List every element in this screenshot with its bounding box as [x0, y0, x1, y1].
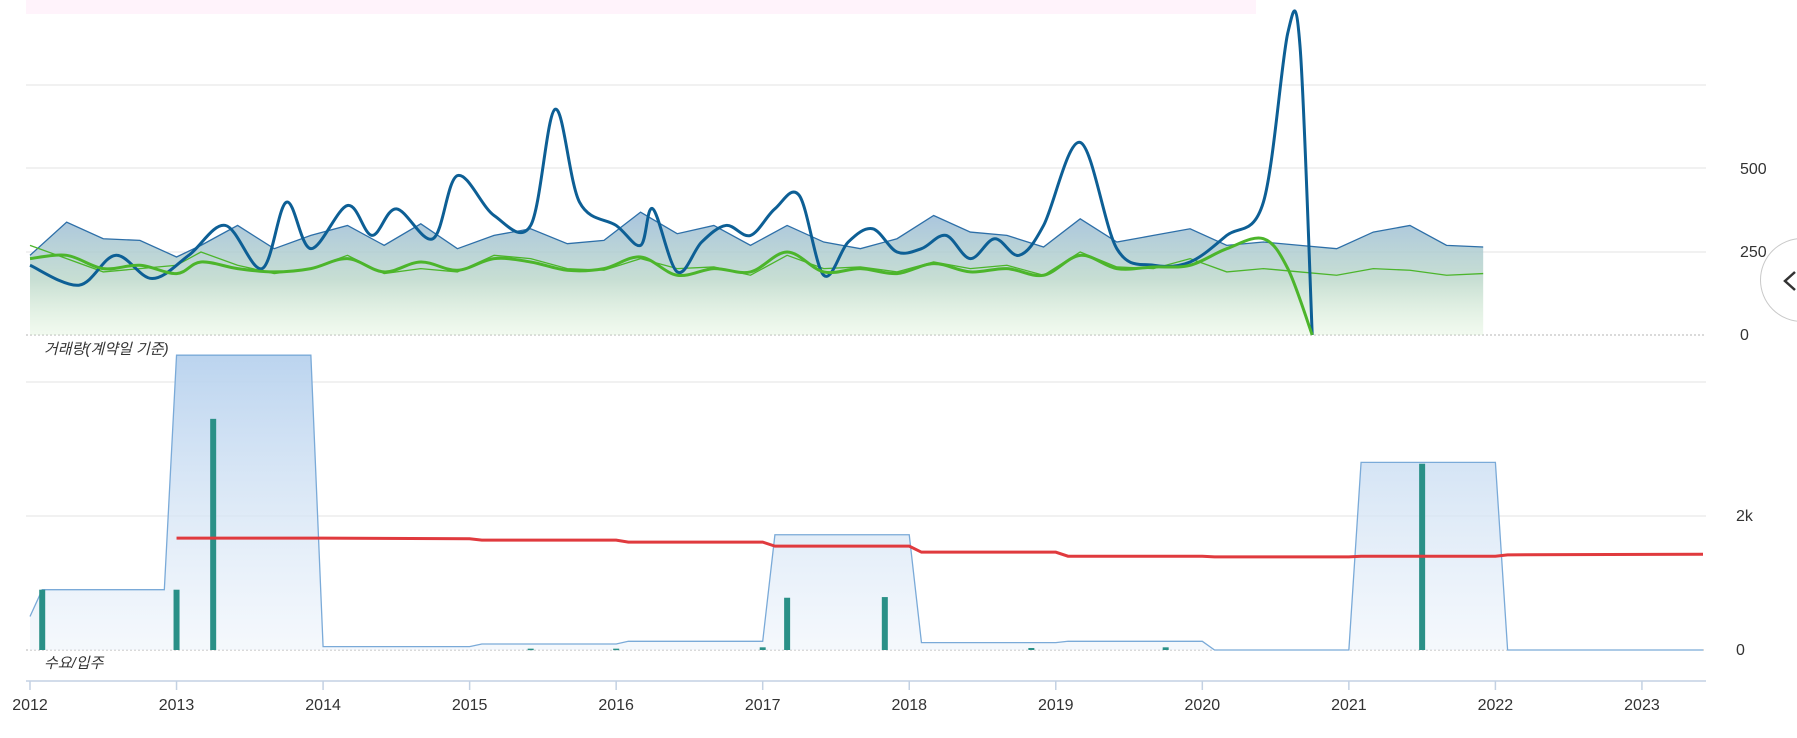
lower-panel-label: 수요/입주: [44, 655, 105, 672]
lower-y-axis: 0 2k: [1736, 508, 1754, 659]
demand-bar: [210, 418, 217, 650]
upper-dark-blue-line: [29, 9, 1314, 336]
upper-y-tick-label: 250: [1740, 244, 1767, 261]
x-axis: 2012 2013 2014 2015 2016 2017 2018 2019 2020 2021…: [12, 680, 1706, 714]
x-tick-label: 2012: [12, 697, 48, 714]
x-tick-label: 2019: [1038, 697, 1074, 714]
chevron-left-icon: [1783, 271, 1796, 291]
x-tick-label: 2023: [1624, 697, 1660, 714]
x-tick-label: 2016: [598, 697, 634, 714]
demand-bar: [759, 647, 766, 650]
upper-green-thick-line: [29, 236, 1314, 336]
lower-y-tick-label: 0: [1736, 642, 1745, 659]
x-tick-label: 2020: [1185, 697, 1221, 714]
demand-bar: [881, 597, 888, 650]
lower-y-tick-label: 2k: [1736, 508, 1754, 525]
x-tick-label: 2017: [745, 697, 781, 714]
demand-bar: [1028, 647, 1035, 650]
x-tick-label: 2022: [1478, 697, 1514, 714]
supply-area-outline: [29, 354, 1703, 651]
x-tick-label: 2014: [305, 697, 341, 714]
upper-line-series: [29, 9, 1484, 336]
demand-bar: [784, 597, 791, 650]
x-tick-label: 2018: [891, 697, 927, 714]
top-header-strip: [26, 0, 1256, 14]
demand-bar: [527, 648, 534, 651]
supply-area-fill: [30, 355, 1703, 650]
demand-bar: [173, 589, 180, 650]
demand-bar: [39, 589, 46, 650]
upper-y-axis: 0 250 500: [1740, 161, 1767, 344]
upper-panel-label: 거래량(계약일 기준): [44, 341, 169, 358]
demand-bar: [1162, 647, 1169, 650]
upper-y-tick-label: 500: [1740, 161, 1767, 178]
demand-bar: [613, 648, 620, 651]
red-trend-line: [176, 536, 1704, 559]
upper-y-tick-label: 0: [1740, 327, 1749, 344]
x-tick-label: 2013: [159, 697, 195, 714]
x-tick-label: 2015: [452, 697, 488, 714]
upper-area-fill: [30, 212, 1484, 335]
lower-red-line: [176, 536, 1704, 559]
x-tick-label: 2021: [1331, 697, 1367, 714]
lower-supply-area: [29, 354, 1703, 651]
